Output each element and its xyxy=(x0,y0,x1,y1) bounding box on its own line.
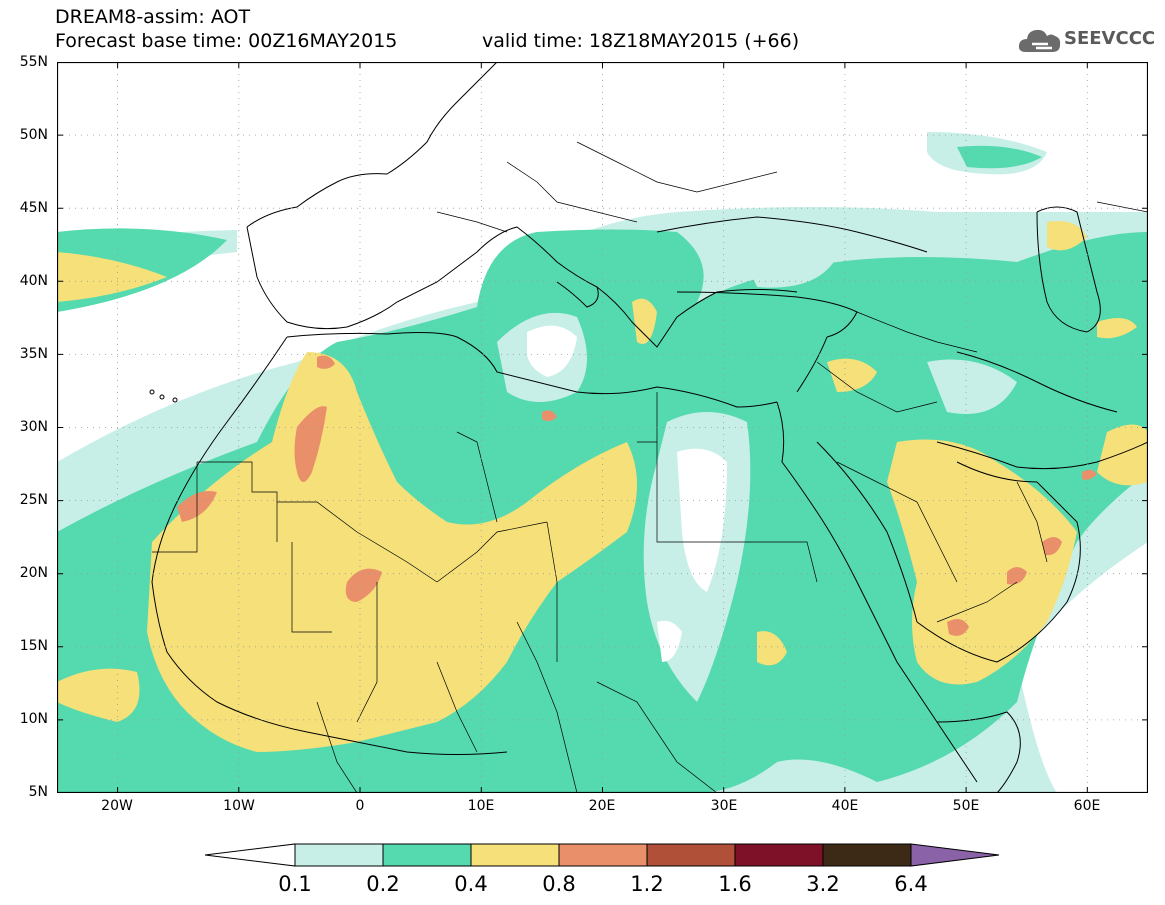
colorbar-under xyxy=(205,843,296,867)
forecast-base-time: Forecast base time: 00Z16MAY2015 xyxy=(55,30,398,52)
colorbar-swatch-0-1 xyxy=(294,843,384,867)
colorbar-label: 0.1 xyxy=(278,872,312,896)
lat-label: 20N xyxy=(19,565,48,581)
lat-label: 5N xyxy=(28,784,48,800)
lon-label: 20E xyxy=(588,798,616,814)
lon-label: 20W xyxy=(101,798,133,814)
lat-label: 10N xyxy=(19,711,48,727)
colorbar-swatch-0-2 xyxy=(382,843,472,867)
colorbar-label: 1.6 xyxy=(718,872,752,896)
colorbar-swatch-1-6 xyxy=(734,843,824,867)
colorbar-swatch-1-2 xyxy=(646,843,736,867)
cloud-icon xyxy=(1018,29,1061,52)
seevccc-logo: SEEVCCC xyxy=(1018,22,1156,58)
aot-map xyxy=(57,62,1148,793)
lat-label: 30N xyxy=(19,419,48,435)
lon-label: 50E xyxy=(952,798,980,814)
lat-label: 45N xyxy=(19,200,48,216)
colorbar-swatch-3-2 xyxy=(822,843,912,867)
axis-ticks xyxy=(57,62,1148,793)
colorbar xyxy=(205,843,1000,867)
logo-text: SEEVCCC xyxy=(1064,28,1156,49)
colorbar-swatch-0-8 xyxy=(558,843,648,867)
lon-label: 40E xyxy=(831,798,859,814)
title-line-1: DREAM8-assim: AOT xyxy=(55,6,251,28)
lon-label: 10E xyxy=(467,798,495,814)
lat-label: 55N xyxy=(19,54,48,70)
valid-time: valid time: 18Z18MAY2015 (+66) xyxy=(482,30,800,52)
colorbar-label: 0.4 xyxy=(454,872,488,896)
colorbar-over xyxy=(910,843,1000,867)
country-borders xyxy=(152,141,1148,793)
colorbar-label: 3.2 xyxy=(806,872,840,896)
colorbar-label: 0.2 xyxy=(366,872,400,896)
lat-label: 15N xyxy=(19,638,48,654)
colorbar-label: 6.4 xyxy=(894,872,928,896)
colorbar-label: 0.8 xyxy=(542,872,576,896)
lat-label: 40N xyxy=(19,273,48,289)
colorbar-swatch-0-4 xyxy=(470,843,560,867)
lon-label: 30E xyxy=(710,798,738,814)
aot-white-clear xyxy=(527,325,727,662)
lon-label: 10W xyxy=(223,798,255,814)
lon-label: 0 xyxy=(355,798,365,814)
lat-label: 50N xyxy=(19,127,48,143)
colorbar-label: 1.2 xyxy=(630,872,664,896)
lat-label: 25N xyxy=(19,492,48,508)
lat-label: 35N xyxy=(19,346,48,362)
coastlines xyxy=(149,62,1148,793)
lon-label: 60E xyxy=(1073,798,1101,814)
